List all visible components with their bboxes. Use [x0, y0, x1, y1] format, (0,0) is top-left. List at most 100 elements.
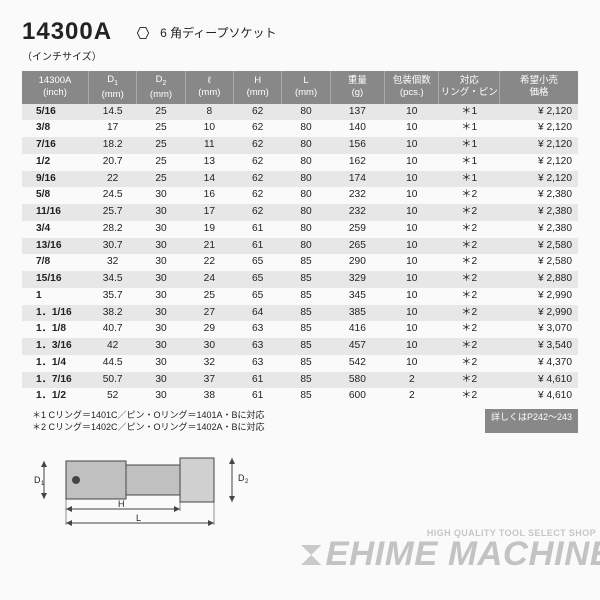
table-row: 1．1/444.53032638554210＊2¥ 4,370: [22, 355, 578, 372]
table-cell: ¥ 2,880: [499, 271, 578, 288]
table-cell: 10: [385, 254, 439, 271]
column-header: D1(mm): [88, 71, 136, 104]
table-cell: 85: [282, 388, 330, 405]
table-cell: ¥ 3,070: [499, 321, 578, 338]
table-cell: ＊2: [439, 187, 499, 204]
table-cell: ＊2: [439, 221, 499, 238]
table-cell: 80: [282, 171, 330, 188]
table-cell: 7/8: [22, 254, 88, 271]
table-cell: 2: [385, 388, 439, 405]
table-cell: ＊2: [439, 305, 499, 322]
product-code: 14300A: [22, 18, 112, 46]
table-cell: 20.7: [88, 154, 136, 171]
table-cell: 542: [330, 355, 384, 372]
table-cell: 21: [185, 238, 233, 255]
table-row: 1．1/252303861856002＊2¥ 4,610: [22, 388, 578, 405]
table-cell: 85: [282, 321, 330, 338]
table-cell: 62: [234, 204, 282, 221]
table-cell: 13/16: [22, 238, 88, 255]
table-cell: 16: [185, 187, 233, 204]
column-header: L(mm): [282, 71, 330, 104]
table-cell: 63: [234, 355, 282, 372]
table-cell: ¥ 2,380: [499, 187, 578, 204]
table-cell: ＊1: [439, 104, 499, 121]
table-cell: 457: [330, 338, 384, 355]
table-cell: 1．1/16: [22, 305, 88, 322]
table-cell: 18.2: [88, 137, 136, 154]
socket-diagram: D1 D2 H L: [22, 443, 578, 534]
footnote-2: ＊2 Cリング＝1402C／ピン・Oリング＝1402A・Bに対応: [32, 421, 265, 433]
footnotes: ＊1 Cリング＝1401C／ピン・Oリング＝1401A・Bに対応 ＊2 Cリング…: [22, 409, 578, 433]
table-cell: 1．1/2: [22, 388, 88, 405]
table-cell: 62: [234, 187, 282, 204]
table-cell: ¥ 2,580: [499, 238, 578, 255]
table-cell: 17: [185, 204, 233, 221]
table-cell: 10: [385, 187, 439, 204]
table-cell: 329: [330, 271, 384, 288]
table-cell: 30: [137, 204, 185, 221]
table-cell: 1．7/16: [22, 372, 88, 389]
table-cell: 9/16: [22, 171, 88, 188]
watermark-main: EHIME MACHINE: [297, 535, 600, 574]
svg-text:H: H: [118, 499, 125, 509]
table-cell: 600: [330, 388, 384, 405]
table-cell: 85: [282, 271, 330, 288]
table-header-row: 14300A(inch)D1(mm)D2(mm)ℓ(mm)H(mm)L(mm)重…: [22, 71, 578, 104]
table-cell: 61: [234, 221, 282, 238]
table-cell: 80: [282, 104, 330, 121]
table-cell: ＊2: [439, 271, 499, 288]
column-header: 包装個数(pcs.): [385, 71, 439, 104]
table-cell: 30: [137, 372, 185, 389]
table-cell: 63: [234, 321, 282, 338]
table-row: 7/1618.22511628015610＊1¥ 2,120: [22, 137, 578, 154]
table-row: 9/16222514628017410＊1¥ 2,120: [22, 171, 578, 188]
table-cell: 52: [88, 388, 136, 405]
table-cell: 38.2: [88, 305, 136, 322]
table-cell: 85: [282, 355, 330, 372]
table-cell: 30: [137, 305, 185, 322]
table-cell: 80: [282, 120, 330, 137]
table-cell: 32: [185, 355, 233, 372]
table-cell: 10: [385, 288, 439, 305]
hexagon-icon: [136, 26, 150, 40]
table-cell: 25: [185, 288, 233, 305]
table-cell: 62: [234, 120, 282, 137]
table-cell: 19: [185, 221, 233, 238]
table-cell: ¥ 2,120: [499, 104, 578, 121]
table-cell: 11/16: [22, 204, 88, 221]
table-row: 1/220.72513628016210＊1¥ 2,120: [22, 154, 578, 171]
table-cell: 140: [330, 120, 384, 137]
table-cell: 38: [185, 388, 233, 405]
table-cell: 137: [330, 104, 384, 121]
table-cell: 11: [185, 137, 233, 154]
table-cell: 28.2: [88, 221, 136, 238]
table-row: 1．1/840.73029638541610＊2¥ 3,070: [22, 321, 578, 338]
table-cell: ¥ 4,610: [499, 372, 578, 389]
table-cell: 10: [385, 171, 439, 188]
table-row: 7/8323022658529010＊2¥ 2,580: [22, 254, 578, 271]
table-cell: 61: [234, 388, 282, 405]
watermark-text: EHIME MACHINE: [325, 535, 600, 573]
table-cell: 17: [88, 120, 136, 137]
table-cell: ＊2: [439, 355, 499, 372]
table-cell: 85: [282, 305, 330, 322]
column-header: H(mm): [234, 71, 282, 104]
table-row: 1．1/1638.23027648538510＊2¥ 2,990: [22, 305, 578, 322]
table-cell: 13: [185, 154, 233, 171]
column-header: 希望小売価格: [499, 71, 578, 104]
column-header: 重量(g): [330, 71, 384, 104]
table-cell: 3/8: [22, 120, 88, 137]
table-cell: ＊2: [439, 204, 499, 221]
table-cell: 30.7: [88, 238, 136, 255]
table-cell: 8: [185, 104, 233, 121]
table-cell: 64: [234, 305, 282, 322]
table-cell: 35.7: [88, 288, 136, 305]
table-cell: 10: [385, 120, 439, 137]
table-cell: 10: [385, 238, 439, 255]
table-cell: 27: [185, 305, 233, 322]
table-cell: 65: [234, 271, 282, 288]
table-cell: 10: [385, 137, 439, 154]
table-cell: 40.7: [88, 321, 136, 338]
code-block: 14300A （インチサイズ）: [22, 18, 112, 63]
table-cell: 25.7: [88, 204, 136, 221]
